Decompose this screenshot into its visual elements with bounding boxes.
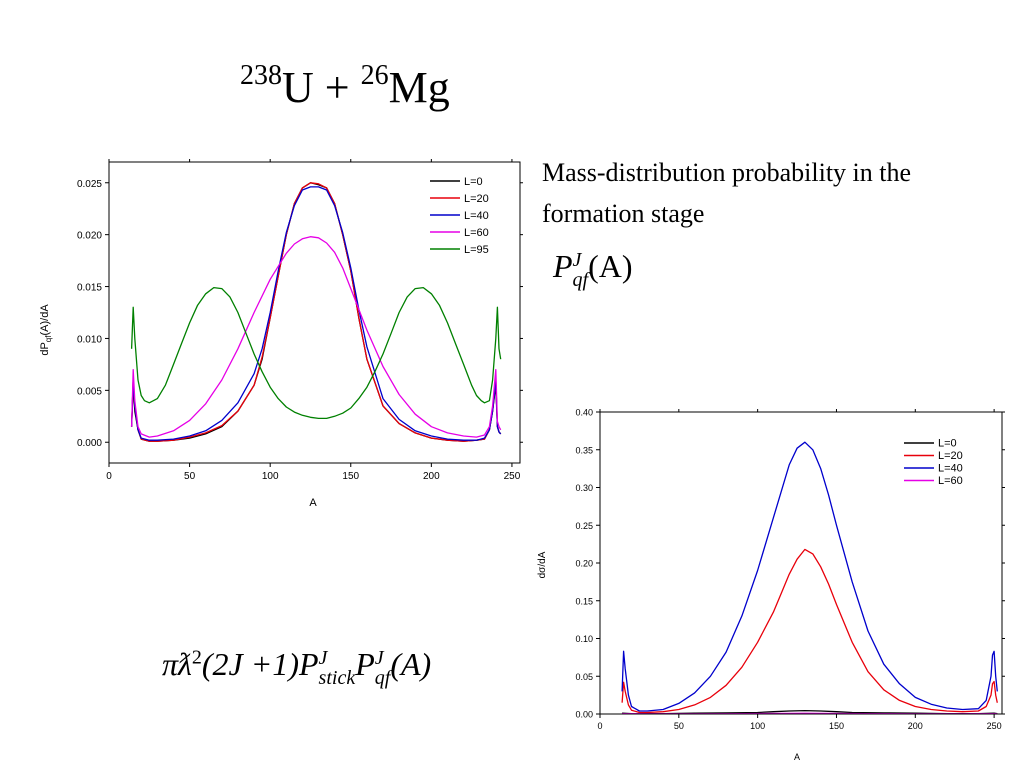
chart1-ytick-label: 0.020 (77, 231, 102, 242)
formula-p-qf: P (355, 646, 375, 682)
chart2-legend-label: L=40 (938, 463, 963, 475)
chart2-xtick-label: 250 (987, 721, 1002, 731)
chart1-xtick-label: 200 (423, 471, 440, 482)
chart1-xlabel: A (309, 497, 317, 509)
chart2-ytick-label: 0.25 (575, 521, 593, 531)
chart1-ytick-label: 0.005 (77, 386, 102, 397)
chart2-ytick-label: 0.30 (575, 483, 593, 493)
formula-p-stick: P (299, 646, 319, 682)
title-mass-number-1: 238 (240, 60, 282, 91)
chart2-xtick-label: 150 (829, 721, 844, 731)
chart1-plot-frame (108, 161, 521, 464)
formula-j-stick: J (318, 646, 328, 669)
formula-arg: (A) (588, 248, 633, 284)
formula-stick: stick (318, 666, 356, 689)
chart2-xtick-label: 200 (908, 721, 923, 731)
chart1-ylabel-rest: (A)/dA (39, 304, 51, 336)
formula-qf-sub: qf (374, 666, 391, 689)
title-element-2: Mg (388, 63, 450, 112)
chart2-ytick-label: 0.40 (575, 408, 593, 418)
description-text: Mass-distribution probability in the for… (542, 158, 912, 228)
chart2-legend-label: L=20 (938, 450, 963, 462)
chart2-ylabel: dσ/dA (537, 551, 548, 578)
slide-title: 238U + 26Mg (240, 62, 450, 113)
chart2-ytick-label: 0.20 (575, 559, 593, 569)
formula-j: J (572, 248, 582, 271)
title-element-1: U + (282, 63, 361, 112)
chart1-xtick-label: 50 (184, 471, 196, 482)
chart1-legend-label: L=0 (464, 176, 483, 188)
chart2-xtick-label: 0 (597, 721, 602, 731)
chart1-legend-label: L=60 (464, 227, 489, 239)
chart2-ytick-label: 0.05 (575, 672, 593, 682)
chart2-ytick-label: 0.00 (575, 710, 593, 720)
chart1-ytick-label: 0.015 (77, 283, 102, 294)
chart2-series-l-20 (621, 548, 998, 714)
chart1-ylabel-sub: qf (44, 335, 53, 342)
chart1-legend-label: L=95 (464, 244, 489, 256)
formula-arg-2: (A) (390, 646, 432, 682)
chart1-ytick-label: 0.025 (77, 179, 102, 190)
chart2-xtick-label: 100 (750, 721, 765, 731)
formula-square: 2 (191, 646, 202, 669)
chart1-ytick-label: 0.000 (77, 438, 102, 449)
chart1-legend-label: L=40 (464, 210, 489, 222)
formula-j-qf: J (374, 646, 384, 669)
chart2-xlabel: A (794, 752, 800, 762)
chart2-ytick-label: 0.15 (575, 596, 593, 606)
formula-prefix: πƛ (162, 646, 192, 682)
chart2-legend-label: L=0 (938, 438, 957, 450)
chart1-series-l-60 (130, 236, 502, 438)
chart2-xtick-label: 50 (674, 721, 684, 731)
chart1-xtick-label: 150 (342, 471, 359, 482)
chart2-ytick-label: 0.10 (575, 634, 593, 644)
chart1-series-l-40 (130, 186, 502, 441)
chart1-xtick-label: 250 (504, 471, 521, 482)
chart2-series-l-40 (621, 441, 998, 712)
chart1-ytick-label: 0.010 (77, 334, 102, 345)
chart1-series-l-95 (130, 286, 502, 420)
chart2-legend-label: L=60 (938, 475, 963, 487)
chart1-xtick-label: 0 (106, 471, 112, 482)
title-mass-number-2: 26 (360, 60, 389, 91)
chart1-legend-label: L=20 (464, 193, 489, 205)
formula-p: P (553, 248, 573, 284)
formula-qf: qf (572, 268, 589, 291)
chart1-ylabel: dPqf(A)/dA (39, 304, 53, 356)
chart2-ytick-label: 0.35 (575, 445, 593, 455)
formula-middle: (2J +1) (201, 646, 299, 682)
chart1-ylabel-main: dP (39, 342, 51, 355)
chart1-xtick-label: 100 (262, 471, 279, 482)
